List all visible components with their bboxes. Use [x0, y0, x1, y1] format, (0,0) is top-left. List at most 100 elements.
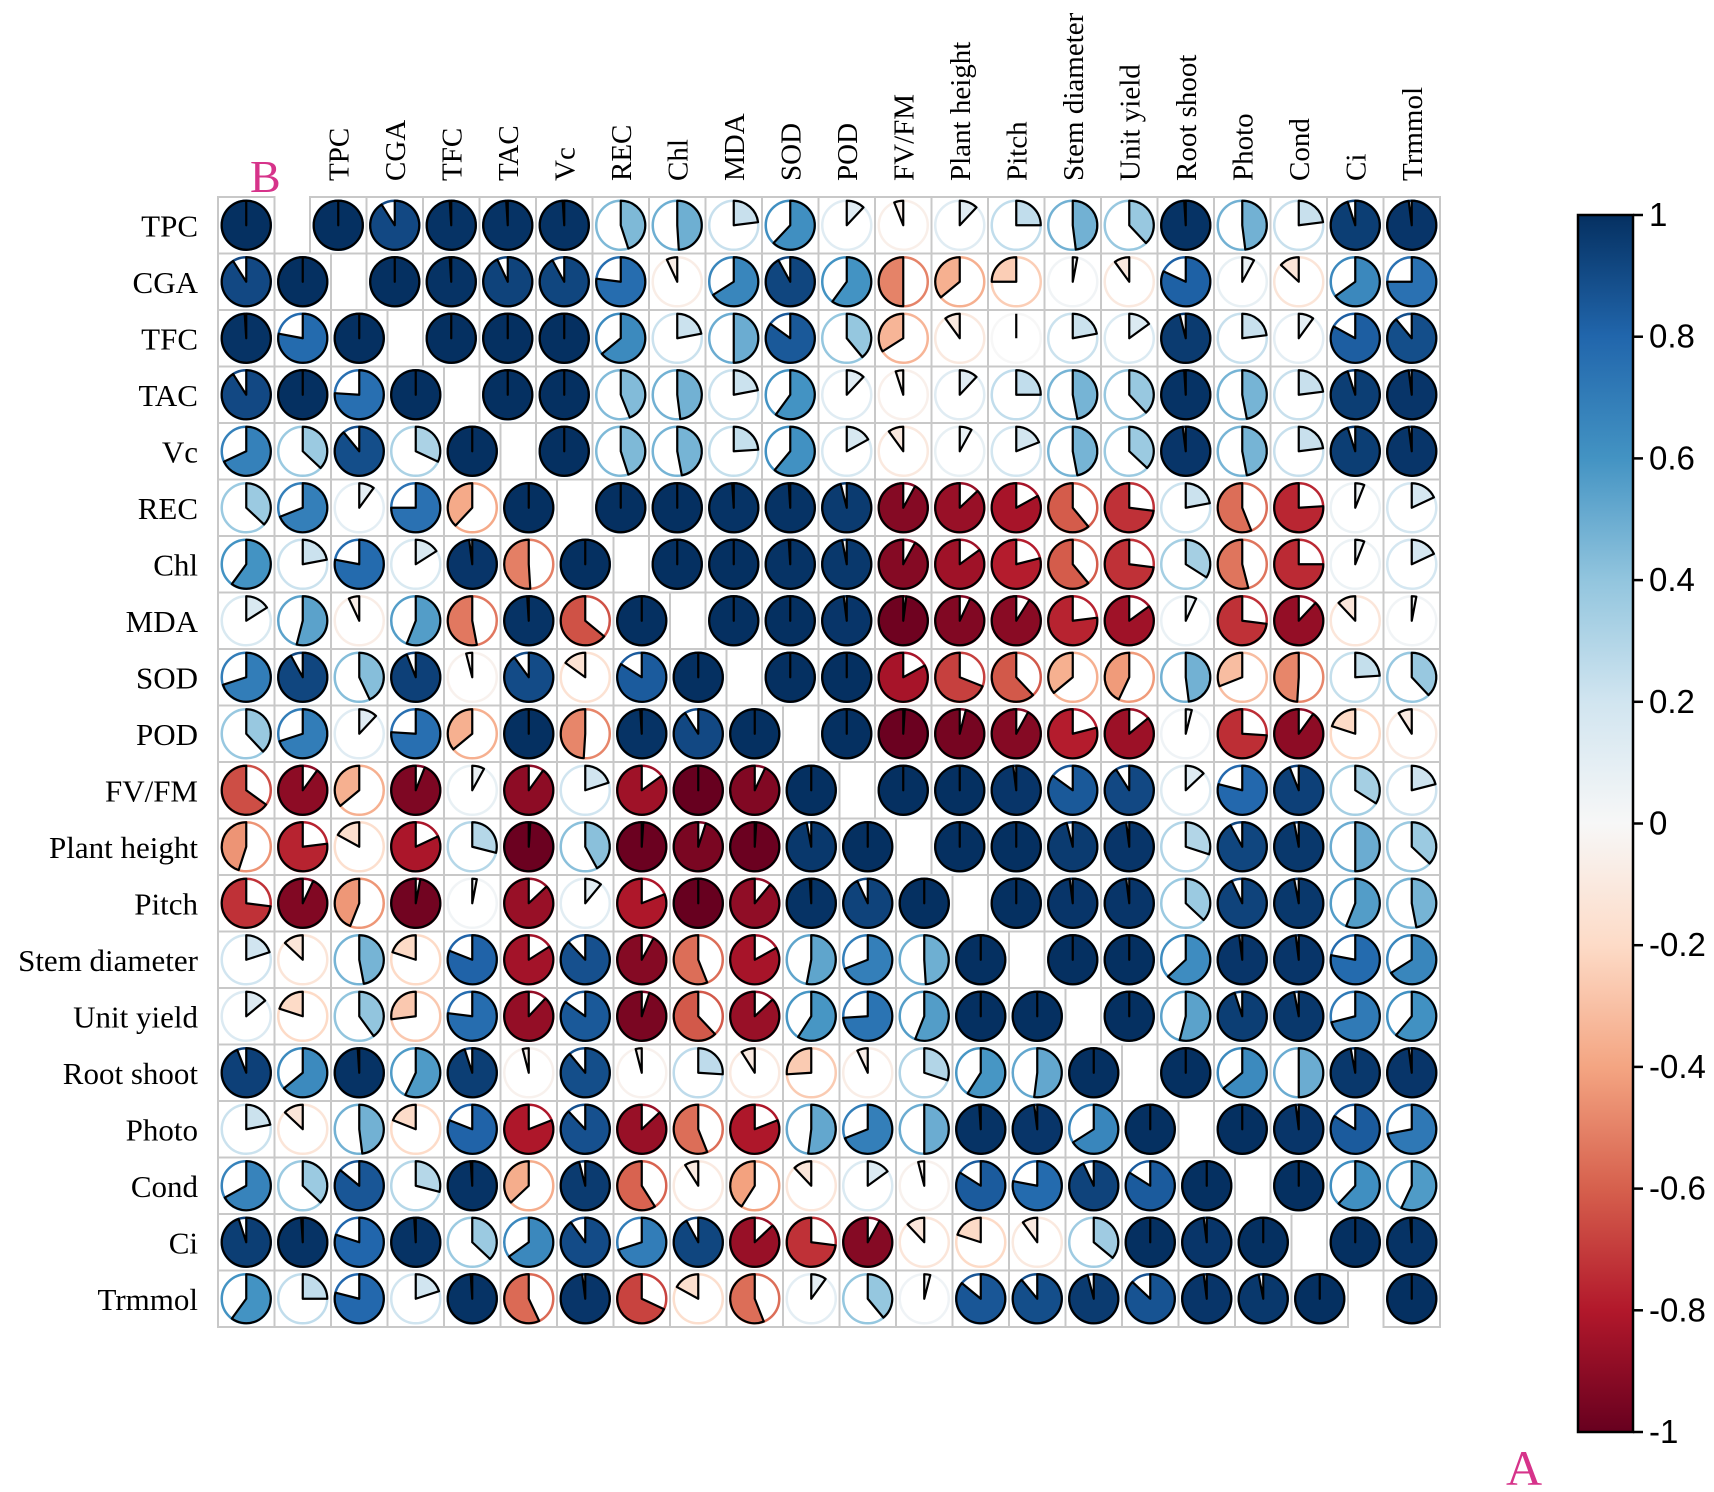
pie-slice — [729, 1216, 781, 1268]
corr-pie-lower — [785, 1047, 837, 1099]
corr-pie-upper — [1329, 1103, 1381, 1155]
corr-pie-lower — [220, 764, 272, 816]
corr-pie-upper — [1160, 821, 1212, 873]
corr-pie-upper — [1329, 1216, 1381, 1268]
pie-slice — [465, 651, 474, 679]
pie-slice — [934, 708, 986, 760]
pie-slice — [1273, 651, 1300, 703]
corr-pie-upper — [595, 312, 647, 364]
corr-pie-lower — [1237, 1273, 1289, 1325]
column-label: Unit yield — [1114, 64, 1146, 181]
pie-slice — [785, 1047, 813, 1076]
corr-pie-lower — [390, 1103, 442, 1155]
pie-slice — [301, 1273, 329, 1300]
corr-pie-upper — [990, 425, 1042, 477]
pie-slice — [1071, 1103, 1120, 1155]
pie-slice — [676, 369, 703, 421]
corr-pie-lower — [729, 764, 781, 816]
corr-pie-lower — [1181, 1273, 1233, 1325]
pie-slice — [1241, 425, 1268, 477]
pie-slice — [1329, 1103, 1381, 1155]
corr-pie-lower — [277, 1160, 329, 1212]
corr-pie-upper — [482, 199, 534, 251]
pie-slice — [793, 1160, 813, 1187]
corr-pie-upper — [934, 425, 986, 477]
pie-slice — [1184, 877, 1212, 922]
pie-slice — [1047, 708, 1099, 760]
corr-pie-lower — [333, 538, 385, 590]
corr-pie-lower — [729, 1216, 781, 1268]
pie-slice — [405, 595, 442, 647]
corr-pie-lower — [277, 990, 329, 1042]
pie-slice — [917, 1160, 926, 1187]
pie-slice — [944, 312, 961, 340]
corr-pie-lower — [390, 934, 442, 986]
pie-slice — [616, 821, 668, 873]
corr-pie-lower — [616, 934, 668, 986]
corr-pie-upper — [1386, 1103, 1438, 1155]
corr-pie-upper — [934, 538, 986, 590]
corr-pie-lower — [446, 538, 498, 590]
corr-pie-upper — [1329, 651, 1381, 703]
pie-slice — [1386, 369, 1438, 421]
colorbar-tick-label: -0.2 — [1649, 926, 1706, 963]
corr-pie-lower — [1124, 1273, 1176, 1325]
colorbar-tick-label: -0.4 — [1649, 1048, 1706, 1085]
corr-pie-lower — [503, 651, 555, 703]
corr-pie-upper — [1386, 425, 1438, 477]
corr-pie-upper — [708, 482, 760, 534]
corr-pie-upper — [1047, 821, 1099, 873]
pie-slice — [877, 764, 929, 816]
column-label: Stem diameter — [1058, 12, 1090, 181]
corr-pie-lower — [220, 1047, 272, 1099]
corr-pie-lower — [785, 1216, 837, 1268]
corr-pie-lower — [277, 821, 329, 873]
row-label: MDA — [126, 604, 199, 639]
pie-slice — [301, 1160, 329, 1204]
corr-pie-lower — [1011, 1160, 1063, 1212]
corr-pie-upper — [1329, 538, 1381, 590]
pie-slice — [866, 1273, 894, 1319]
pie-slice — [805, 934, 837, 986]
corr-pie-upper — [651, 199, 703, 251]
corr-pie-lower — [729, 1103, 781, 1155]
corr-pie-lower — [277, 651, 329, 703]
corr-pie-upper — [1216, 199, 1268, 251]
pie-slice — [966, 1047, 1007, 1099]
pie-slice — [616, 877, 668, 929]
corr-pie-upper — [1216, 425, 1268, 477]
corr-pie-upper — [1386, 764, 1438, 816]
row-label: SOD — [136, 660, 198, 695]
pie-slice — [934, 482, 986, 534]
corr-pie-upper — [1216, 764, 1268, 816]
corr-pie-upper — [1273, 708, 1325, 760]
corr-pie-upper — [1216, 538, 1268, 590]
pie-slice — [220, 256, 272, 308]
corr-pie-lower — [785, 877, 837, 929]
corr-pie-lower — [785, 1160, 837, 1212]
corr-pie-upper — [934, 256, 986, 308]
pie-slice — [559, 990, 611, 1042]
pie-slice — [773, 425, 816, 477]
corr-pie-upper — [1103, 821, 1155, 873]
pie-slice — [1329, 369, 1381, 421]
corr-pie-upper — [877, 595, 929, 647]
pie-slice — [616, 1160, 656, 1212]
corr-pie-upper — [877, 708, 929, 760]
corr-pie-lower — [220, 538, 272, 590]
corr-pie-lower — [503, 1216, 555, 1268]
pie-slice — [538, 312, 590, 364]
corr-pie-lower — [333, 1273, 385, 1325]
pie-slice — [584, 764, 610, 792]
corr-pie-upper — [990, 538, 1042, 590]
corr-pie-lower — [390, 821, 442, 873]
pie-slice — [1329, 1047, 1381, 1099]
pie-slice — [414, 1160, 442, 1193]
corr-pie-upper — [877, 651, 929, 703]
corr-pie-upper — [482, 256, 534, 308]
pie-slice — [1273, 482, 1325, 534]
corr-pie-upper — [1386, 199, 1438, 251]
corr-pie-upper — [1160, 764, 1212, 816]
pie-slice — [1354, 764, 1381, 805]
pie-slice — [1386, 1216, 1438, 1268]
